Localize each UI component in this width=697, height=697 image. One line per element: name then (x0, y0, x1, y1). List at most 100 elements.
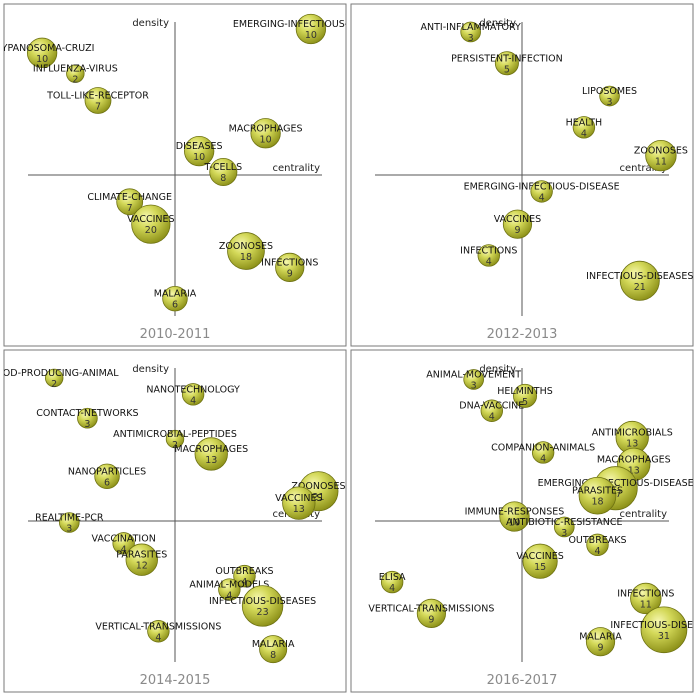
bubble-label: INFLUENZA-VIRUS (33, 64, 118, 75)
bubble-mark (162, 285, 188, 312)
bubble-label: INFECTIOUS-DISEASES (610, 620, 697, 631)
bubble-mark (585, 627, 616, 657)
bubble-value: 4 (241, 577, 247, 588)
bubble-label: ANTI-INFLAMMATORY (421, 22, 521, 33)
bubble-mark (463, 369, 484, 390)
bubble-label: INFECTIOUS-DISEASES (209, 596, 316, 607)
bubble-label: EMERGING-INFECTIOUS-DISEASE (233, 19, 389, 30)
bubble-label: COMPANION-ANIMALS (491, 442, 595, 453)
bubble-mark (44, 368, 64, 388)
bubble-mark (194, 437, 228, 471)
bubble-value: 10 (260, 134, 272, 145)
bubble-value: 13 (205, 455, 217, 466)
bubble-mark (586, 533, 609, 557)
bubble-label: INFECTIONS (261, 257, 318, 268)
bubble-mark (480, 399, 504, 422)
bubble-value: 3 (468, 33, 474, 44)
bubble-label: INFECTIONS (460, 245, 517, 256)
bubble-label: LIPOSOMES (582, 86, 637, 97)
bubble-label: MALARIA (579, 632, 622, 643)
bubble-value: 8 (270, 650, 276, 661)
bubble-mark (619, 260, 660, 301)
bubble-mark (499, 501, 530, 532)
bubble-value: 15 (534, 562, 546, 573)
bubble-value: 18 (240, 252, 252, 263)
bubble-label: CLIMATE-CHANGE (87, 192, 172, 203)
bubble-mark (26, 37, 58, 68)
bubble-value: 9 (287, 268, 293, 279)
bubble-label: ZOONOSES (634, 146, 688, 157)
bubble-mark (640, 606, 688, 654)
bubble-value: 23 (257, 607, 269, 618)
bubble-value: 7 (127, 203, 133, 214)
bubble-mark (209, 158, 238, 187)
bubble-label: PARASITES (572, 486, 623, 497)
bubble-mark (572, 116, 596, 139)
bubble-label: INFECTIONS (617, 588, 674, 599)
bubble-mark (522, 543, 558, 579)
bubble-label: CONTACT-NETWORKS (36, 408, 138, 419)
bubble-value: 3 (66, 523, 72, 534)
bubble-value: 4 (581, 128, 587, 139)
bubble-label: NANOTECHNOLOGY (146, 384, 240, 395)
bubble-mark (125, 543, 158, 576)
bubble-label: MALARIA (154, 289, 197, 300)
bubble-infectious-diseases: INFECTIOUS-DISEASES31 (610, 606, 697, 654)
bubble-value: 10 (36, 54, 48, 65)
bubble-value: 13 (293, 504, 305, 515)
bubble-value: 12 (136, 561, 148, 572)
bubble-mark (530, 180, 553, 203)
bubble-label: OUTBREAKS (568, 535, 626, 546)
bubble-label: HELMINTHS (497, 386, 553, 397)
y-axis-label: density (132, 364, 169, 375)
bubble-value: 10 (305, 30, 317, 41)
bubble-mark (502, 209, 533, 239)
bubble-mark (630, 582, 662, 615)
bubble-value: 4 (155, 632, 161, 643)
bubble-label: TRYPANOSOMA-CRUZI (0, 43, 94, 54)
bubble-label: ANTIBIOTIC-RESISTANCE (506, 517, 622, 528)
bubble-value: 20 (145, 225, 157, 236)
bubble-mark (380, 570, 404, 594)
bubble-label: HEALTH (566, 117, 603, 128)
bubble-value: 4 (594, 546, 600, 557)
bubble-label: VERTICAL-TRANSMISSIONS (368, 603, 494, 614)
bubble-mark (295, 13, 327, 45)
bubble-value: 13 (628, 465, 640, 476)
bubble-mark (131, 204, 171, 244)
bubble-value: 4 (389, 583, 395, 594)
panel-title: 2010-2011 (140, 327, 211, 342)
bubble-label: VERTICAL-TRANSMISSIONS (95, 621, 221, 632)
bubble-mark (94, 463, 120, 490)
panel-2010-2011: densitycentralityTRYPANOSOMA-CRUZI10INFL… (0, 3, 389, 347)
bubble-mark (116, 188, 144, 216)
bubble-value: 9 (514, 225, 520, 236)
bubble-mark (460, 21, 481, 43)
bubble-mark (218, 578, 241, 601)
panel-title: 2016-2017 (487, 673, 558, 688)
